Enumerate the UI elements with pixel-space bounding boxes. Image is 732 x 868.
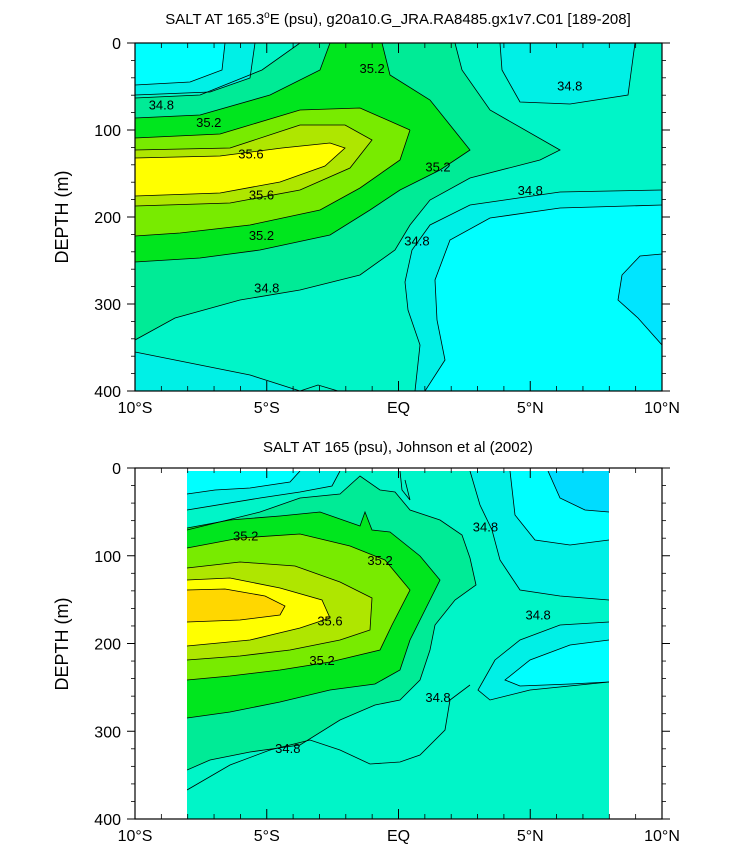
panel-2-contour-labels: 35.2 35.2 34.8 35.6 34.8 35.2 34.8 34.8 xyxy=(233,520,551,756)
x-tick-label: 5°S xyxy=(254,828,280,845)
y-tick-label: 100 xyxy=(94,549,121,566)
x-tick-label: 5°S xyxy=(254,400,280,417)
contour-label: 35.2 xyxy=(367,553,392,568)
x-tick-label: 10°N xyxy=(644,400,680,417)
contour-label: 34.8 xyxy=(149,98,174,113)
y-tick-label: 200 xyxy=(94,637,121,654)
p1-fill-fresh-ne xyxy=(500,43,635,104)
x-tick-label: 5°N xyxy=(517,400,544,417)
panel-1-plot xyxy=(135,43,662,391)
y-tick-label: 0 xyxy=(112,36,121,53)
panel-1: SALT AT 165.3oE (psu), g20a10.G_JRA.RA84… xyxy=(52,10,680,417)
contour-label: 35.2 xyxy=(359,61,384,76)
x-tick-label: EQ xyxy=(387,400,410,417)
panel-1-axes: 10°S 5°S EQ 5°N 10°N 0 100 200 300 400 xyxy=(94,36,680,417)
contour-label: 34.8 xyxy=(525,607,550,622)
panel-2: SALT AT 165 (psu), Johnson et al (2002) xyxy=(52,439,680,845)
contour-label: 34.8 xyxy=(254,280,279,295)
contour-label: 34.8 xyxy=(275,741,300,756)
contour-label: 34.8 xyxy=(557,79,582,94)
contour-label: 34.8 xyxy=(404,233,429,248)
x-tick-label: 10°N xyxy=(644,828,680,845)
contour-label: 34.8 xyxy=(518,183,543,198)
y-tick-label: 100 xyxy=(94,123,121,140)
contour-label: 35.2 xyxy=(425,159,450,174)
p2-fill-36_0 xyxy=(187,589,285,622)
p1-fill-35_8 xyxy=(135,143,345,196)
x-tick-label: 10°S xyxy=(118,400,153,417)
contour-label: 34.8 xyxy=(425,690,450,705)
y-tick-label: 400 xyxy=(94,384,121,401)
p1-fill-fresh-deep-core xyxy=(618,254,662,345)
contour-label: 35.6 xyxy=(317,614,342,629)
contour-label: 35.2 xyxy=(233,528,258,543)
contour-label: 35.6 xyxy=(238,146,263,161)
x-tick-label: 10°S xyxy=(118,828,153,845)
panel-2-plot xyxy=(187,471,609,819)
panel-1-title: SALT AT 165.3oE (psu), g20a10.G_JRA.RA84… xyxy=(165,10,631,28)
y-tick-label: 300 xyxy=(94,297,121,314)
contour-label: 35.2 xyxy=(196,115,221,130)
contour-label: 35.2 xyxy=(309,653,334,668)
p2-fill-34_4-deep xyxy=(505,640,609,686)
x-tick-label: EQ xyxy=(387,828,410,845)
x-tick-label: 5°N xyxy=(517,828,544,845)
p2-fill-34_4-surface xyxy=(187,471,300,494)
contour-label: 35.6 xyxy=(249,187,274,202)
panel-2-axes: 10°S 5°S EQ 5°N 10°N 0 100 200 300 400 xyxy=(94,461,680,845)
contour-label: 35.2 xyxy=(249,228,274,243)
panel-2-title: SALT AT 165 (psu), Johnson et al (2002) xyxy=(263,439,533,456)
p2-fill-34_2-ne xyxy=(548,471,609,512)
panel-2-ylabel: DEPTH (m) xyxy=(52,598,72,691)
panel-1-contour-labels: 35.2 34.8 34.8 35.2 35.6 35.2 35.6 34.8 35.2 34.8… xyxy=(149,61,583,295)
contour-label: 34.8 xyxy=(473,520,498,535)
y-tick-label: 0 xyxy=(112,461,121,478)
y-tick-label: 400 xyxy=(94,812,121,829)
p1-fill-fresh-deep xyxy=(425,205,662,391)
p1-fill-fresh-nw-core xyxy=(135,43,225,85)
y-tick-label: 300 xyxy=(94,724,121,741)
y-tick-label: 200 xyxy=(94,210,121,227)
panel-1-ylabel: DEPTH (m) xyxy=(52,171,72,264)
